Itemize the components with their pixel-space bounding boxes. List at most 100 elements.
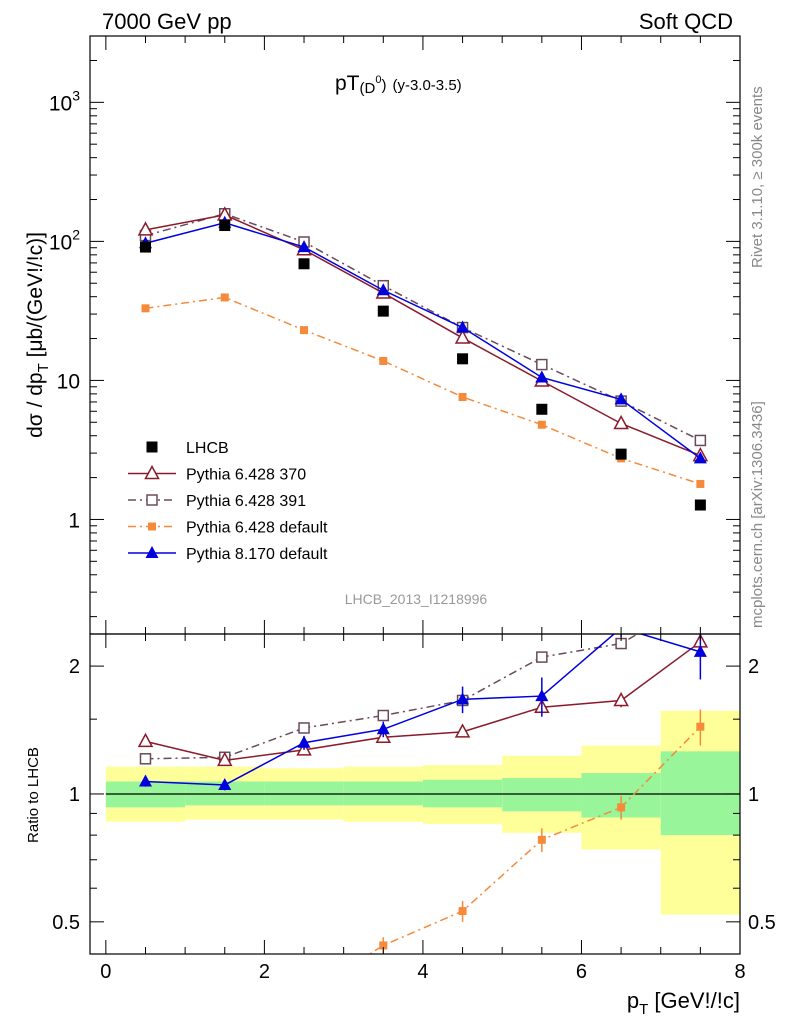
header-left: 7000 GeV pp [102,9,232,34]
ratio-point-p6def [141,978,149,986]
legend-label-LHCB: LHCB [186,440,229,457]
ratio-line-p391 [145,634,640,760]
main-y-axis-label-b: [μb/(GeV!/!c)] [24,232,47,363]
main-y-tick-label: 1 [68,509,80,532]
ratio-point-p6def [221,1012,229,1020]
ratio-band-inner [502,778,582,812]
legend-label-p370: Pythia 6.428 370 [186,467,306,484]
main-point-LHCB [377,305,389,317]
ratio-panel: 0.5 0.5 1 1 2 2 0 2 4 6 8 Ratio to LHCB pT [GeV!/!… [25,593,776,1020]
ratio-y-tick-label: 0.5 [52,912,80,934]
main-point-LHCB [536,403,548,415]
ratio-y-tick-label: 2 [69,656,80,678]
main-point-LHCB [298,258,310,270]
main-point-p391 [536,358,548,371]
analysis-watermark: LHCB_2013_I1218996 [345,591,488,607]
main-point-p6def [537,420,546,429]
main-point-p391 [694,434,707,447]
main-point-p6def [220,293,229,302]
ratio-point-p8def [456,692,470,705]
ratio-point-p391 [139,753,152,765]
ratio-line-p6def [368,726,701,954]
ratio-point-p391 [377,709,390,722]
ratio-point-p6def [300,992,308,1000]
ratio-point-p8def [376,722,390,735]
main-point-LHCB [615,448,627,460]
main-point-p6def [458,392,467,401]
ratio-series-layer [137,593,709,1020]
main-point-LHCB [694,499,706,511]
ratio-line-p370 [145,641,701,762]
ratio-y-tick-label-right: 0.5 [748,912,776,934]
ratio-bands-layer [105,710,740,915]
x-axis-label-b: [GeV!/!c] [648,988,740,1013]
main-point-p8def [297,240,311,253]
main-line-p370 [145,214,701,457]
main-point-LHCB [457,353,469,365]
main-y-axis-label-a: dσ / dp [24,372,47,438]
x-axis-label: pT [GeV!/!c] [627,988,740,1018]
ratio-point-p8def [218,777,232,790]
ratio-point-p370 [216,751,233,767]
ratio-point-p391 [536,651,548,663]
legend: LHCB Pythia 6.428 370 Pythia 6.428 391 Pyth… [128,440,328,563]
ratio-band-inner [660,751,740,836]
x-tick-label: 2 [259,961,270,983]
legend-marker-p370 [144,464,160,480]
legend-marker-p6def [148,522,156,531]
plot-title-main: pT [335,72,360,95]
ratio-point-p8def [535,689,549,702]
main-point-p8def [376,283,390,296]
plot-title-sub: (D [360,80,376,97]
legend-marker-LHCB [146,441,158,453]
ratio-point-p6def [537,835,546,844]
x-tick-label: 8 [734,961,745,983]
ratio-y-axis-label: Ratio to LHCB [25,747,42,843]
main-line-p8def [145,222,701,459]
mcplots-label: mcplots.cern.ch [arXiv:1306.3436] [749,401,766,628]
plot-title-sup: 0 [375,74,381,86]
x-axis-label-sub: T [639,1001,648,1018]
plot-title-close: ) [381,77,386,94]
x-tick-label: 4 [417,961,428,983]
main-point-p6def [696,479,705,488]
main-axes-layer: 1 10 102 103 [49,35,741,635]
legend-label-p6def: Pythia 6.428 default [186,520,328,537]
main-panel: 1 10 102 103 dσ / dpT [μb/(GeV!/!c)] LHCB Py… [24,35,741,635]
ratio-point-p370 [454,723,471,738]
main-y-tick-label: 10 [57,370,80,393]
main-point-p370 [137,221,154,236]
legend-label-p8def: Pythia 8.170 default [186,546,328,563]
main-y-tick-label: 103 [49,87,80,115]
main-point-p6def [300,326,309,335]
plot-title: pT(D0) (y-3.0-3.5) [335,72,462,97]
ratio-y-tick-label: 1 [69,784,80,806]
ratio-line-p8def [145,634,701,786]
ratio-point-p391 [298,722,310,734]
main-point-p6def [379,356,388,365]
ratio-point-p8def [297,735,311,748]
ratio-point-p6def [458,907,467,916]
ratio-point-p8def [138,774,152,787]
ratio-point-p391 [695,593,705,603]
main-frame [89,35,741,635]
ratio-axes-layer: 0.5 0.5 1 1 2 2 0 2 4 6 8 [52,633,776,983]
ratio-point-p6def [696,722,705,731]
legend-label-p391: Pythia 6.428 391 [186,493,306,510]
main-y-axis-label: dσ / dpT [μb/(GeV!/!c)] [24,232,52,438]
ratio-point-p6def [379,941,388,950]
main-point-p370 [454,329,471,344]
rivet-label: Rivet 3.1.10, ≥ 300k events [749,86,766,268]
main-point-p8def [614,392,628,405]
main-point-LHCB [219,220,231,232]
x-axis-label-a: p [627,988,639,1013]
ratio-y-tick-label-right: 1 [748,784,759,806]
legend-marker-p8def [145,546,159,558]
main-y-axis-label-sub: T [35,363,52,372]
main-point-p8def [456,320,470,333]
main-line-p6def [145,296,701,485]
main-series-layer [137,206,709,511]
ratio-y-tick-label-right: 2 [748,656,759,678]
legend-marker-p391 [146,494,158,506]
